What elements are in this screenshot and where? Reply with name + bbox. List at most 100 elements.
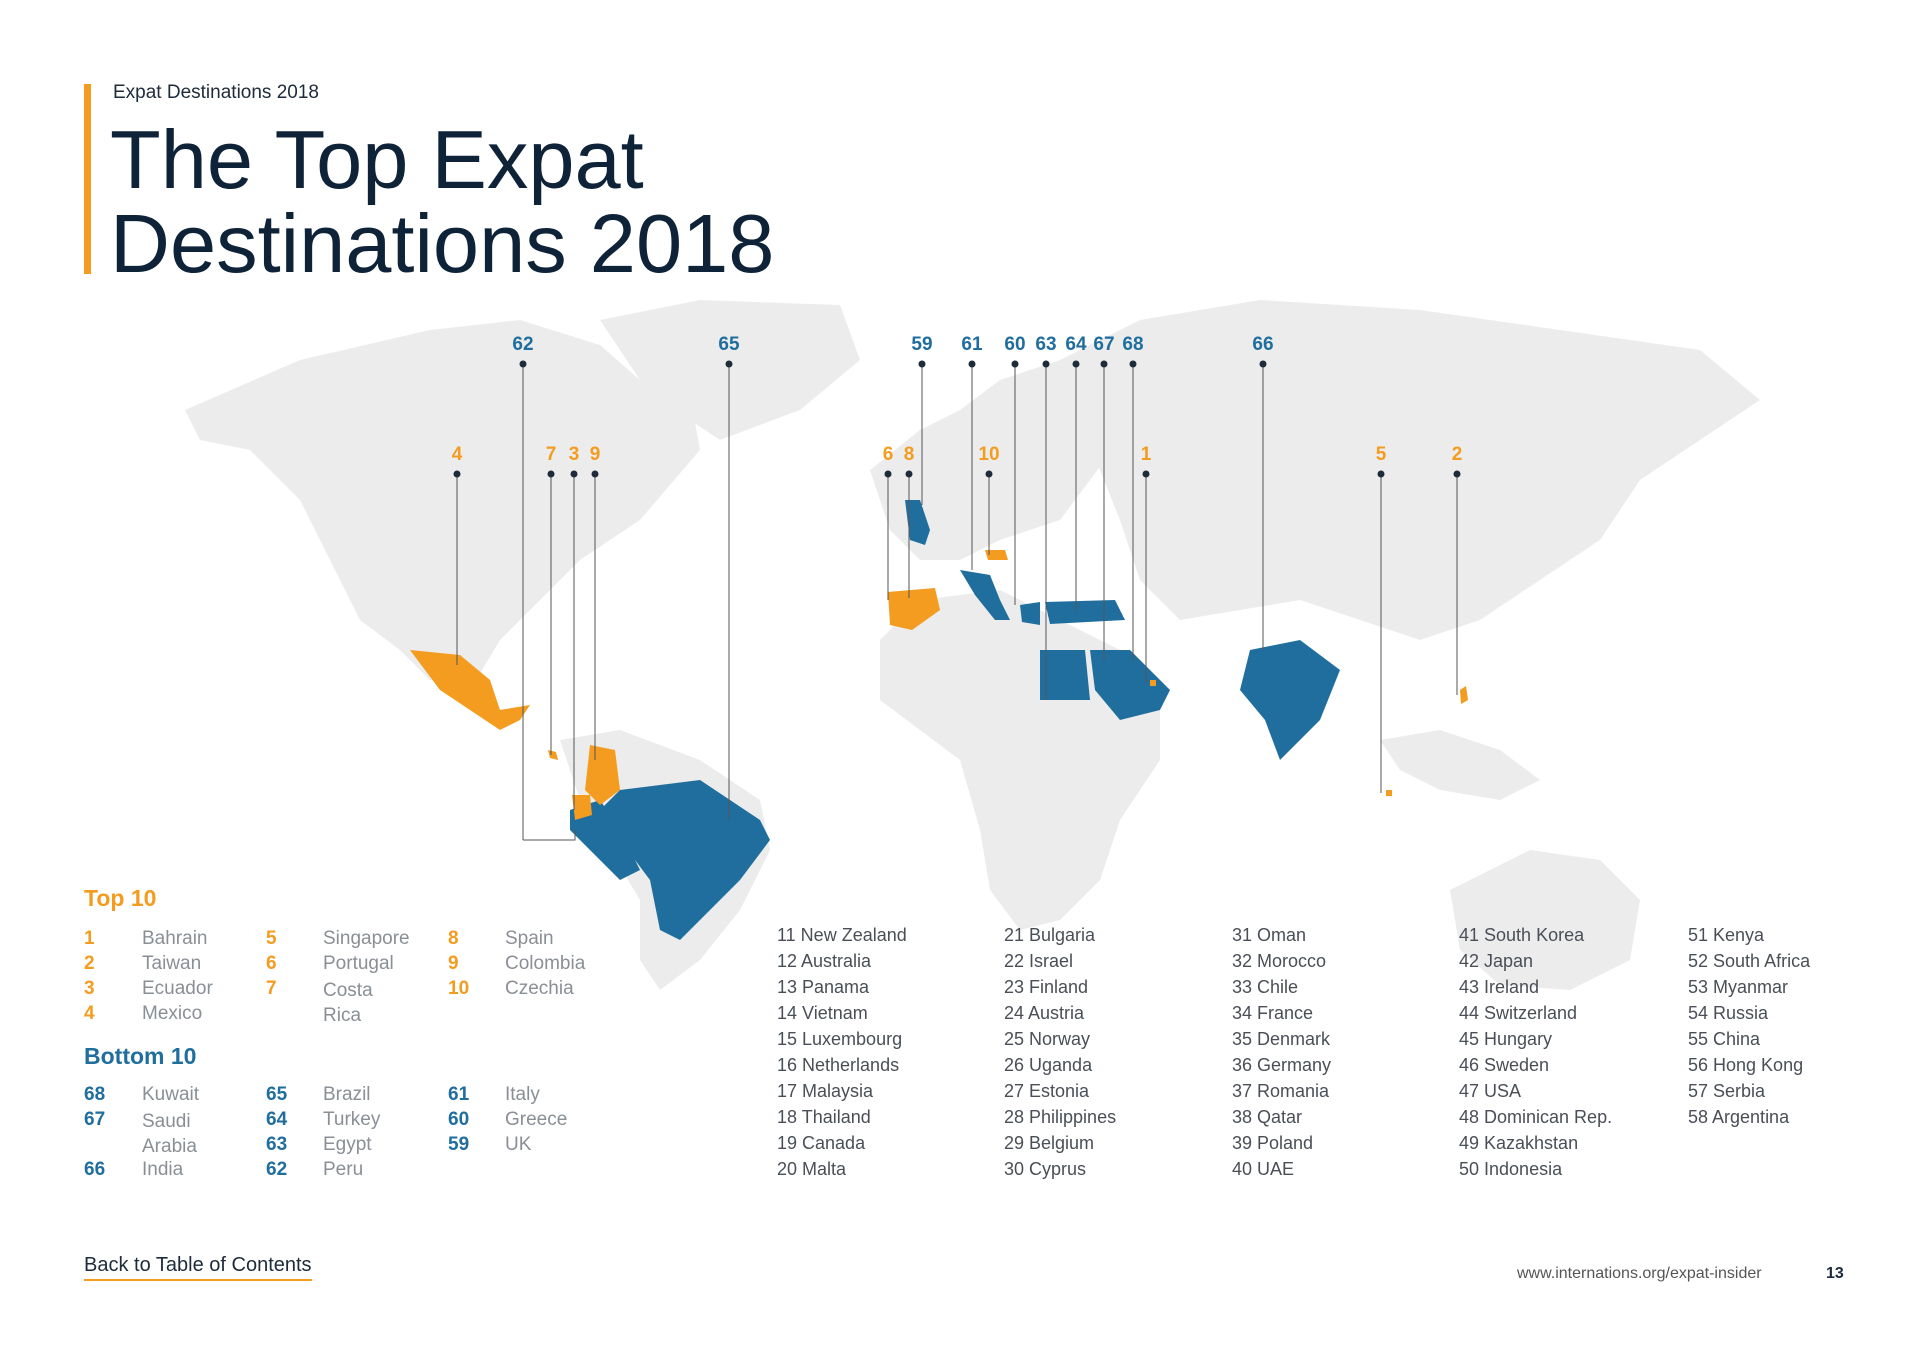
top-country: Portugal <box>323 953 394 974</box>
ranking-item: 18 Thailand <box>777 1107 871 1127</box>
top-country: Bahrain <box>142 928 208 949</box>
ranking-item: 29 Belgium <box>1004 1133 1095 1153</box>
greece-shape <box>1020 602 1040 625</box>
colombia-shape <box>585 745 620 805</box>
ranking-item: 36 Germany <box>1232 1055 1332 1075</box>
bottom10-rank-label: 60 <box>1004 334 1025 355</box>
ranking-item: 48 Dominican Rep. <box>1459 1107 1613 1127</box>
peru-connector-line <box>523 830 576 841</box>
ranking-item: 21 Bulgaria <box>1004 925 1096 945</box>
top10-rank-label: 2 <box>1452 444 1463 465</box>
bottom10-rank-label: 68 <box>1122 334 1143 355</box>
top-country: Taiwan <box>142 953 202 974</box>
top10-marker-dot <box>547 470 555 478</box>
top10-countries <box>410 550 1468 820</box>
bottom-rank: 62 <box>266 1159 288 1180</box>
ranking-item: 24 Austria <box>1004 1003 1085 1023</box>
map-labels: 62 65 59 61 60 63 64 67 68 66 4 7 3 9 6 8 10 1 5 2 <box>452 334 1463 465</box>
ranking-item: 57 Serbia <box>1688 1081 1766 1101</box>
ranking-item: 50 Indonesia <box>1459 1159 1563 1179</box>
ranking-item: 54 Russia <box>1688 1003 1769 1023</box>
india-shape <box>1240 640 1340 760</box>
bottom-rank: 67 <box>84 1109 106 1130</box>
bottom10-rank-label: 62 <box>512 334 533 355</box>
top-country: Ecuador <box>142 978 213 999</box>
ranking-item: 45 Hungary <box>1459 1029 1553 1049</box>
mexico-shape <box>410 650 530 730</box>
back-to-toc-link[interactable]: Back to Table of Contents <box>84 1254 312 1281</box>
bottom-country: Turkey <box>323 1109 381 1130</box>
bottom10-marker-dot <box>725 360 733 368</box>
ranking-item: 26 Uganda <box>1004 1055 1093 1075</box>
bottom10-marker-dot <box>968 360 976 368</box>
ranking-item: 20 Malta <box>777 1159 847 1179</box>
top10-marker-dot <box>985 470 993 478</box>
bottom10-rank-label: 65 <box>718 334 740 355</box>
top-country: Costa Rica <box>323 980 373 1026</box>
ranking-item: 13 Panama <box>777 977 870 997</box>
map-landmass <box>185 300 1760 990</box>
bottom10-rank-label: 63 <box>1035 334 1056 355</box>
uk-shape <box>905 500 930 545</box>
top10-rank-label: 5 <box>1376 444 1387 465</box>
costa-rica-shape <box>548 750 558 760</box>
top10-rank-label: 8 <box>904 444 915 465</box>
world-map: 62 65 59 61 60 63 64 67 68 664 7 3 9 6 8 10 1 5 2 <box>185 300 1760 990</box>
top10-marker-dot <box>1142 470 1150 478</box>
ranking-item: 39 Poland <box>1232 1133 1314 1153</box>
ranking-item: 56 Hong Kong <box>1688 1055 1804 1075</box>
bottom10-marker-dot <box>519 360 527 368</box>
top10-marker-dot <box>1453 470 1461 478</box>
bottom-country: Brazil <box>323 1084 371 1105</box>
ranking-item: 40 UAE <box>1232 1159 1295 1179</box>
top-country: Singapore <box>323 928 410 949</box>
ranking-item: 46 Sweden <box>1459 1055 1550 1075</box>
ranking-item: 17 Malaysia <box>777 1081 874 1101</box>
ranking-item: 33 Chile <box>1232 977 1299 997</box>
ranking-item: 47 USA <box>1459 1081 1522 1101</box>
ranking-item: 52 South Africa <box>1688 951 1811 971</box>
ranking-item: 31 Oman <box>1232 925 1307 945</box>
ranking-item: 42 Japan <box>1459 951 1534 971</box>
bottom-country: Peru <box>323 1159 364 1180</box>
ranking-item: 12 Australia <box>777 951 872 971</box>
top-rank: 4 <box>84 1003 95 1024</box>
ranking-item: 16 Netherlands <box>777 1055 900 1075</box>
bottom10-heading: Bottom 10 <box>84 1043 197 1069</box>
ranking-item: 27 Estonia <box>1004 1081 1090 1101</box>
ranking-item: 28 Philippines <box>1004 1107 1117 1127</box>
map-leader-lines <box>453 360 1461 841</box>
page-number: 13 <box>1826 1265 1844 1282</box>
ranking-item: 41 South Korea <box>1459 925 1585 945</box>
bottom-rank: 60 <box>448 1109 470 1130</box>
turkey-shape <box>1045 600 1125 624</box>
bottom10-rank-label: 61 <box>961 334 983 355</box>
bottom-country: Italy <box>505 1084 540 1105</box>
ecuador-shape <box>572 795 592 820</box>
top-rank: 7 <box>266 978 277 999</box>
top-rank: 10 <box>448 978 470 999</box>
bottom10-marker-dot <box>1129 360 1137 368</box>
top10-marker-dot <box>905 470 913 478</box>
ranking-item: 38 Qatar <box>1232 1107 1303 1127</box>
title-accent-bar <box>84 84 91 274</box>
top10-rank-label: 3 <box>569 444 580 465</box>
bottom10-rank-label: 67 <box>1093 334 1114 355</box>
peru-shape <box>570 800 640 880</box>
brazil-shape <box>600 780 770 940</box>
bottom-country: Saudi Arabia <box>142 1111 197 1157</box>
bottom10-rank-label: 66 <box>1252 334 1273 355</box>
top10-marker-dot <box>884 470 892 478</box>
top10-rank-label: 10 <box>978 444 999 465</box>
bottom-rank: 66 <box>84 1159 106 1180</box>
ranking-item: 19 Canada <box>777 1133 866 1153</box>
top10-rank-label: 6 <box>883 444 894 465</box>
top10-heading: Top 10 <box>84 885 157 911</box>
bottom-rank: 65 <box>266 1084 288 1105</box>
title-line-2: Destinations 2018 <box>110 197 775 290</box>
bottom-rank: 64 <box>266 1109 288 1130</box>
ranking-item: 49 Kazakhstan <box>1459 1133 1579 1153</box>
saudi-arabia-shape <box>1090 650 1170 720</box>
ranking-item: 55 China <box>1688 1029 1761 1049</box>
ranking-item: 53 Myanmar <box>1688 977 1789 997</box>
